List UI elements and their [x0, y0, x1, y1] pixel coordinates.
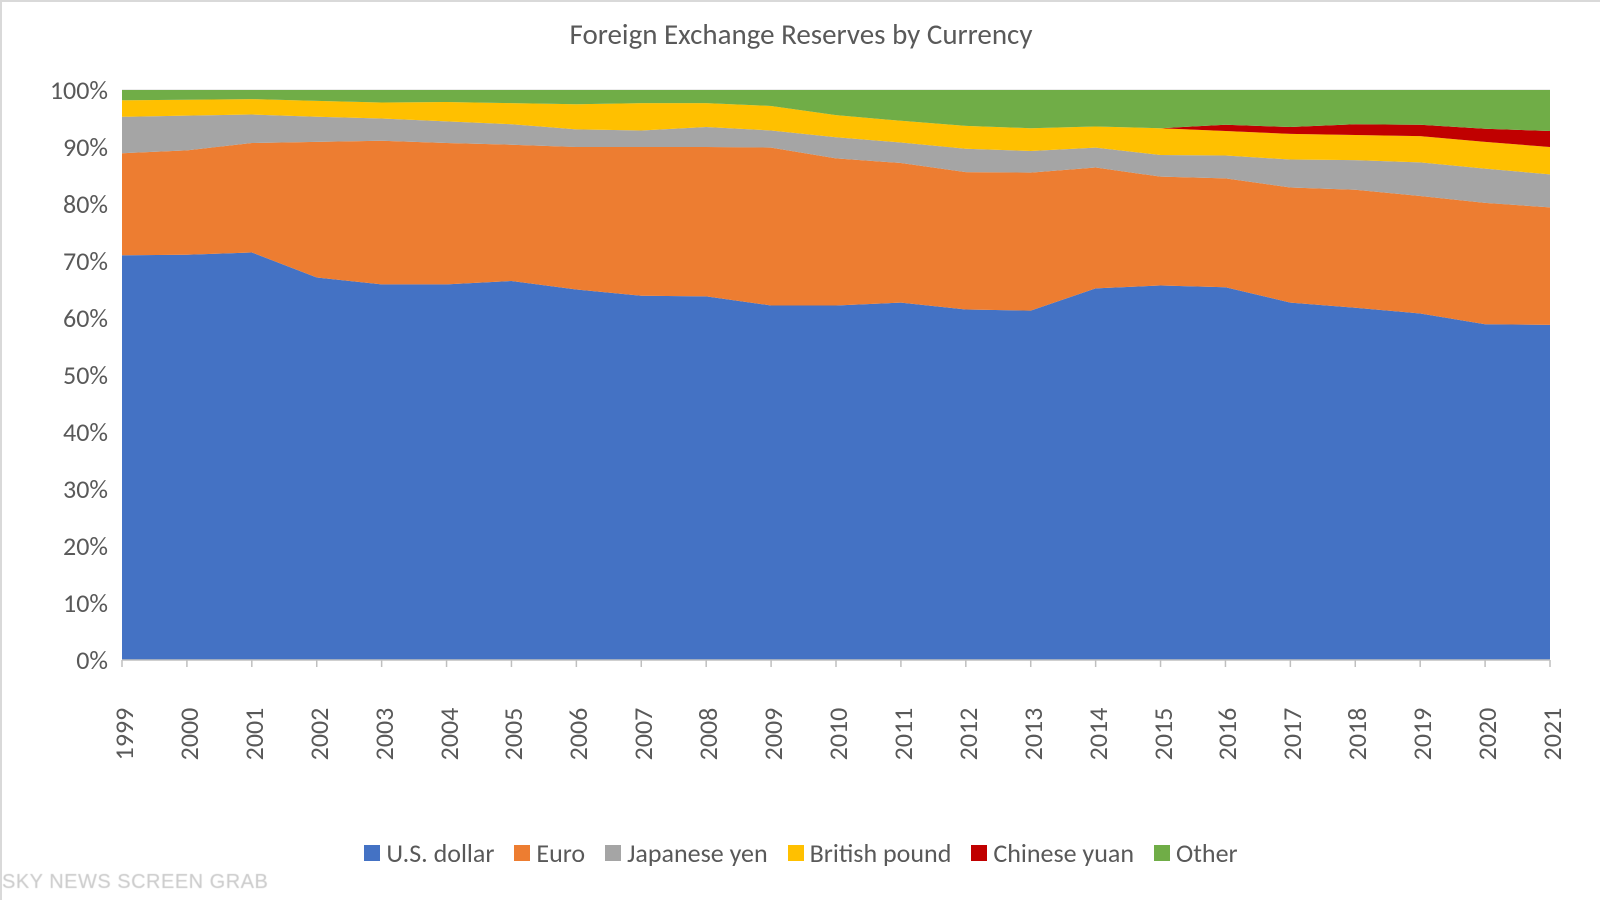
legend-label: British pound: [810, 837, 952, 869]
x-axis-label: 2005: [497, 708, 529, 761]
x-axis-label: 2008: [692, 708, 724, 761]
chart-container: Foreign Exchange Reserves by Currency U.…: [0, 0, 1600, 900]
x-axis-label: 2013: [1017, 708, 1049, 761]
y-axis-label: 40%: [2, 416, 108, 448]
x-axis-label: 2006: [562, 708, 594, 761]
legend-swatch: [971, 845, 987, 861]
y-axis-label: 80%: [2, 188, 108, 220]
legend-item: Japanese yen: [605, 837, 768, 869]
x-axis-label: 2012: [952, 708, 984, 761]
legend-label: Chinese yuan: [993, 837, 1134, 869]
x-axis-label: 1999: [108, 708, 140, 761]
legend-item: Euro: [514, 837, 585, 869]
chart-title: Foreign Exchange Reserves by Currency: [2, 16, 1600, 52]
plot-area: [122, 90, 1550, 660]
x-axis-label: 2001: [238, 708, 270, 761]
watermark: SKY NEWS SCREEN GRAB: [2, 871, 268, 894]
legend-swatch: [1154, 845, 1170, 861]
y-axis-label: 0%: [2, 644, 108, 676]
y-axis-label: 100%: [2, 74, 108, 106]
x-axis-label: 2017: [1276, 708, 1308, 761]
legend-item: British pound: [788, 837, 952, 869]
legend-label: Japanese yen: [627, 837, 768, 869]
x-axis-label: 2021: [1536, 708, 1568, 761]
x-axis-label: 2009: [757, 708, 789, 761]
legend: U.S. dollar Euro Japanese yen British pound…: [2, 837, 1600, 869]
x-axis-label: 2014: [1082, 708, 1114, 761]
legend-swatch: [514, 845, 530, 861]
legend-swatch: [788, 845, 804, 861]
y-axis-label: 20%: [2, 530, 108, 562]
legend-item: Chinese yuan: [971, 837, 1134, 869]
legend-swatch: [605, 845, 621, 861]
x-axis-label: 2011: [887, 708, 919, 761]
x-axis-label: 2004: [433, 708, 465, 761]
x-axis-label: 2007: [627, 708, 659, 761]
x-axis-label: 2010: [822, 708, 854, 761]
y-axis-label: 50%: [2, 359, 108, 391]
x-axis-label: 2018: [1341, 708, 1373, 761]
legend-item: Other: [1154, 837, 1238, 869]
y-axis-label: 60%: [2, 302, 108, 334]
x-axis-label: 2020: [1471, 708, 1503, 761]
legend-label: Euro: [536, 837, 585, 869]
legend-swatch: [364, 845, 380, 861]
legend-label: U.S. dollar: [386, 837, 494, 869]
x-axis-label: 2019: [1406, 708, 1438, 761]
x-axis-label: 2000: [173, 708, 205, 761]
y-axis-label: 10%: [2, 587, 108, 619]
y-axis-label: 90%: [2, 131, 108, 163]
x-axis-label: 2002: [303, 708, 335, 761]
x-axis-label: 2003: [368, 708, 400, 761]
legend-label: Other: [1176, 837, 1238, 869]
y-axis-label: 30%: [2, 473, 108, 505]
legend-item: U.S. dollar: [364, 837, 494, 869]
y-axis-label: 70%: [2, 245, 108, 277]
series-area: [122, 252, 1550, 660]
x-axis-label: 2015: [1147, 708, 1179, 761]
x-axis-label: 2016: [1211, 708, 1243, 761]
